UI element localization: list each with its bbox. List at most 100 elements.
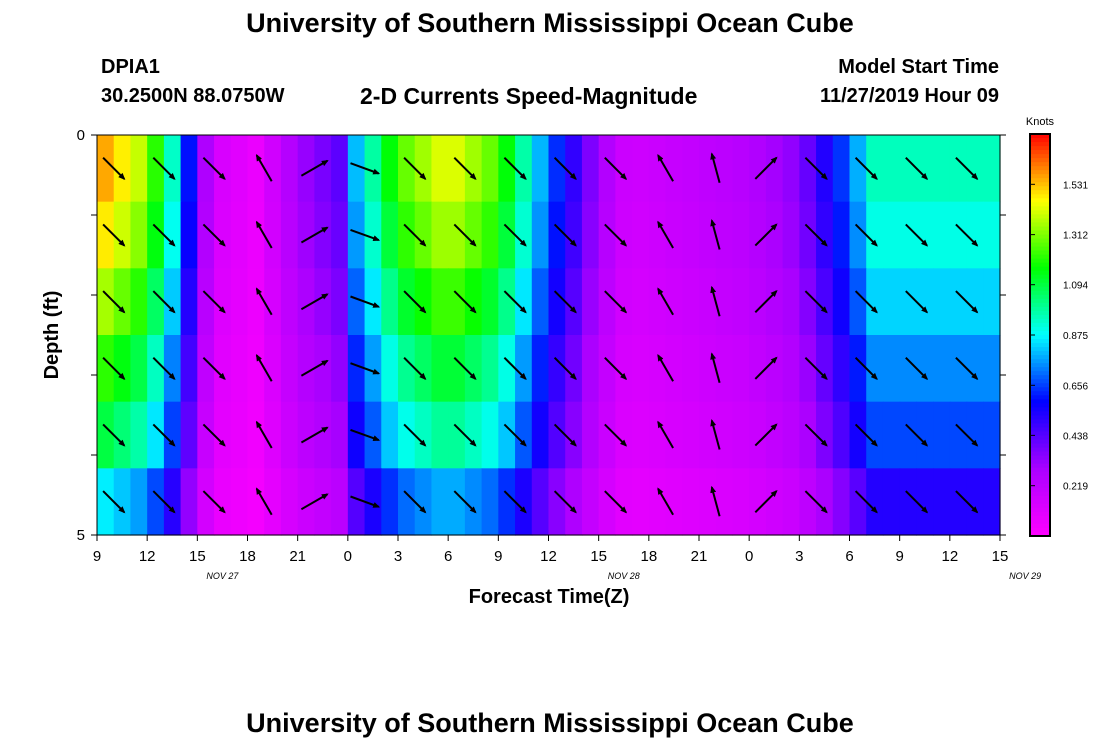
colorbar-legend: Knots 1.531 1.312 1.094 0.875 0.656 0.438 0.219: [1026, 116, 1088, 537]
heatmap-cell: [347, 135, 366, 203]
heatmap-cell: [799, 201, 817, 269]
heatmap-cell: [749, 401, 767, 469]
x-tick-label: 9: [895, 548, 903, 565]
colorbar-segment: [1030, 475, 1050, 481]
current-vector: [350, 228, 381, 242]
colorbar-segment: [1030, 515, 1050, 521]
heatmap-cell: [548, 201, 566, 269]
colorbar-segment: [1030, 439, 1050, 445]
heatmap-cell: [749, 135, 767, 203]
heatmap-cell: [214, 201, 232, 269]
colorbar-segment: [1030, 274, 1050, 280]
heatmap-cell: [464, 335, 483, 403]
colorbar-segment: [1030, 214, 1050, 219]
x-tick-label: 6: [444, 548, 452, 565]
current-vector: [453, 490, 477, 514]
heatmap-cell: [464, 201, 483, 269]
heatmap-cell: [949, 335, 968, 403]
heatmap-cell: [364, 335, 382, 403]
heatmap-cell: [347, 401, 366, 469]
x-tick-label: 15: [992, 548, 1009, 565]
current-vector: [905, 356, 929, 380]
heatmap-cell: [431, 401, 449, 469]
heatmap-cell: [431, 135, 449, 203]
heatmap-cell: [732, 135, 750, 203]
current-vector: [657, 154, 674, 182]
heatmap-cell: [665, 268, 683, 336]
heatmap-cell: [949, 468, 968, 536]
current-vector: [553, 356, 577, 380]
heatmap-cell: [314, 268, 332, 336]
heatmap-cell: [782, 135, 800, 203]
heatmap-cell: [280, 335, 299, 403]
current-vector: [657, 420, 674, 449]
heatmap-cell: [331, 201, 349, 269]
heatmap-cell: [832, 201, 851, 269]
heatmap-cell: [531, 135, 550, 203]
heatmap-cell: [230, 201, 249, 269]
heatmap-cell: [163, 401, 182, 469]
heatmap-cell: [247, 401, 265, 469]
colorbar-segment: [1030, 395, 1050, 400]
heatmap-cell: [565, 468, 583, 536]
current-vector: [710, 152, 721, 184]
colorbar-segment: [1030, 198, 1050, 203]
heatmap-cell: [899, 401, 917, 469]
heatmap-cell: [331, 135, 349, 203]
heatmap-cells: [97, 135, 1001, 536]
heatmap-cell: [632, 335, 650, 403]
x-tick-label: 18: [239, 548, 256, 565]
colorbar-segment: [1030, 463, 1050, 469]
heatmap-cell: [816, 135, 834, 203]
colorbar-segment: [1030, 455, 1050, 461]
current-vector: [553, 290, 577, 314]
current-vector: [804, 290, 828, 314]
x-tick-label: 12: [941, 548, 958, 565]
current-vector: [453, 156, 477, 180]
heatmap-cell: [849, 201, 867, 269]
heatmap-cell: [933, 335, 951, 403]
colorbar-segment: [1030, 142, 1050, 147]
current-vector: [854, 156, 878, 180]
heatmap-cell: [347, 268, 366, 336]
page-title: University of Southern Mississippi Ocean…: [246, 8, 854, 38]
heatmap-cell: [264, 135, 282, 203]
heatmap-cell: [230, 268, 249, 336]
colorbar-segment: [1030, 174, 1050, 179]
heatmap-cell: [230, 468, 249, 536]
heatmap-cell: [531, 268, 550, 336]
current-vector: [300, 159, 329, 177]
heatmap-cell: [314, 135, 332, 203]
heatmap-cell: [531, 468, 550, 536]
heatmap-cell: [297, 201, 315, 269]
colorbar-segment: [1030, 210, 1050, 215]
heatmap-cell: [331, 268, 349, 336]
heatmap-cell: [598, 335, 616, 403]
heatmap-cell: [414, 401, 433, 469]
heatmap-cell: [498, 268, 516, 336]
heatmap-cell: [966, 135, 984, 203]
current-vector: [854, 490, 878, 514]
heatmap-cell: [147, 335, 165, 403]
heatmap-cell: [715, 335, 734, 403]
heatmap-cell: [699, 201, 717, 269]
colorbar-segment: [1030, 379, 1050, 384]
heatmap-cell: [398, 201, 416, 269]
colorbar-segment: [1030, 347, 1050, 352]
colorbar-segment: [1030, 527, 1050, 533]
current-vector: [604, 356, 628, 380]
heatmap-cell: [882, 335, 901, 403]
current-vector: [854, 356, 878, 380]
colorbar-segment: [1030, 491, 1050, 497]
heatmap-cell: [197, 268, 215, 336]
heatmap-cell: [665, 201, 683, 269]
current-vector: [152, 156, 176, 180]
heatmap-cell: [832, 268, 851, 336]
colorbar-segment: [1030, 507, 1050, 513]
current-vector: [955, 423, 979, 447]
current-vector: [453, 223, 477, 247]
heatmap-cell: [899, 268, 917, 336]
heatmap-cell: [163, 268, 182, 336]
heatmap-cell: [715, 401, 734, 469]
heatmap-cell: [398, 401, 416, 469]
